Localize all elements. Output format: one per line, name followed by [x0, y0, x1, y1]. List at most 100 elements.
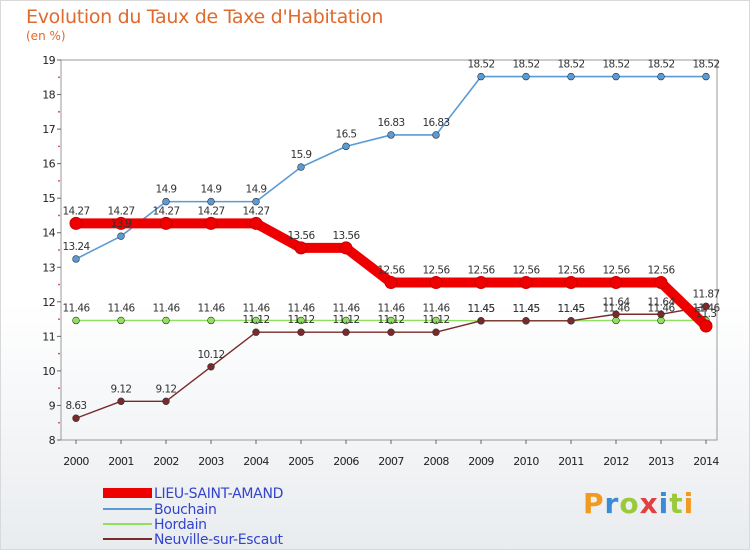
- data-label: 11.46: [287, 302, 315, 314]
- legend-label-1: Bouchain: [154, 502, 217, 518]
- data-label: 18.52: [557, 59, 584, 71]
- x-tick-label: 2009: [468, 455, 494, 468]
- logo-letter: t: [669, 487, 684, 520]
- data-point: [567, 72, 575, 81]
- data-point: [207, 363, 215, 371]
- data-label: 11.46: [197, 302, 225, 314]
- data-label: 11.87: [692, 288, 719, 300]
- y-tick-label: 8: [49, 434, 56, 447]
- data-label: 11.3: [696, 308, 717, 320]
- data-point: [612, 72, 620, 81]
- data-point: [567, 317, 575, 325]
- data-point: [564, 275, 578, 289]
- y-minor-tick: [58, 421, 60, 424]
- y-minor-tick: [58, 318, 60, 320]
- data-label: 11.46: [647, 302, 675, 314]
- data-point: [342, 316, 350, 325]
- data-label: 14.27: [197, 205, 224, 217]
- data-point: [384, 275, 398, 289]
- data-label: 16.5: [336, 128, 357, 140]
- y-tick-label: 10: [42, 365, 55, 378]
- data-label: 14.27: [242, 205, 269, 217]
- data-point: [612, 316, 620, 325]
- logo-letter: x: [639, 487, 659, 520]
- data-point: [159, 216, 173, 230]
- data-point: [339, 241, 353, 255]
- data-label: 12.56: [557, 264, 585, 276]
- data-label: 12.56: [422, 264, 450, 276]
- data-point: [207, 197, 215, 206]
- plot-border: [60, 59, 718, 441]
- data-label: 14.9: [201, 184, 222, 196]
- data-point: [657, 310, 665, 318]
- data-point: [297, 328, 305, 336]
- data-label: 11.45: [557, 303, 584, 315]
- data-label: 11.45: [557, 303, 584, 315]
- data-label: 15.9: [291, 149, 312, 161]
- y-tick-label: 18: [42, 89, 55, 102]
- logo-letter: r: [604, 487, 620, 520]
- data-point: [432, 131, 440, 139]
- y-minor-tick: [58, 110, 60, 113]
- y-minor-tick: [58, 76, 60, 79]
- data-label: 16.83: [377, 117, 404, 129]
- data-point: [432, 316, 440, 325]
- data-label: 11.45: [467, 303, 494, 315]
- x-tick-label: 2002: [153, 455, 179, 468]
- legend-label-3: Neuville-sur-Escaut: [154, 532, 284, 548]
- data-point: [72, 414, 80, 422]
- data-label: 9.12: [156, 383, 177, 395]
- data-label: 11.46: [377, 302, 405, 314]
- data-label: 14.9: [156, 184, 177, 196]
- data-point: [294, 241, 308, 255]
- data-point: [429, 275, 443, 289]
- data-label: 11.46: [152, 302, 180, 314]
- data-label: 18.52: [692, 59, 719, 71]
- data-point: [522, 317, 530, 325]
- legend-label-2: Hordain: [154, 517, 207, 533]
- y-tick-label: 16: [42, 158, 55, 171]
- series-layer: [69, 72, 713, 422]
- y-tick-label: 15: [42, 192, 55, 205]
- y-tick-label: 12: [42, 296, 55, 309]
- data-label: 11.46: [242, 302, 270, 314]
- data-point: [657, 316, 665, 325]
- data-point: [162, 397, 170, 406]
- data-label: 12.56: [647, 264, 675, 276]
- data-point: [477, 317, 485, 325]
- x-tick-label: 2007: [378, 455, 404, 468]
- logo-letter: i: [683, 487, 695, 520]
- data-point: [612, 310, 620, 318]
- data-label: 18.52: [467, 59, 494, 71]
- data-label: 11.45: [512, 303, 539, 315]
- data-label: 13.56: [287, 230, 315, 242]
- data-labels-layer: 14.27 14.27 14.27 14.27 14.27 13.56 13.56 12.56…: [62, 59, 721, 413]
- legend-label-0: LIEU-SAINT-AMAND: [154, 486, 283, 502]
- x-tick-label: 2003: [198, 455, 224, 468]
- data-label: 18.52: [512, 59, 539, 71]
- y-minor-tick: [58, 180, 60, 182]
- x-tick-label: 2011: [558, 455, 584, 468]
- data-label: 14.9: [246, 184, 267, 196]
- data-label: 13.9: [111, 218, 132, 230]
- data-label: 8.63: [66, 400, 87, 412]
- data-point: [477, 72, 485, 81]
- x-tick-label: 2001: [108, 455, 134, 468]
- data-label: 11.46: [107, 302, 135, 314]
- data-point: [387, 316, 395, 325]
- y-minor-tick: [58, 352, 60, 355]
- x-tick-label: 2004: [243, 455, 269, 468]
- data-label: 11.64: [647, 296, 675, 308]
- data-point: [522, 72, 530, 81]
- y-tick-label: 17: [42, 123, 55, 136]
- data-label: 18.52: [647, 59, 674, 71]
- data-label: 12.56: [602, 264, 630, 276]
- data-point: [252, 316, 260, 325]
- data-label: 12.56: [467, 264, 495, 276]
- legend: LIEU-SAINT-AMANDBouchainHordainNeuville-…: [103, 486, 284, 548]
- data-point: [342, 142, 350, 151]
- data-label: 14.27: [107, 205, 134, 217]
- data-label: 13.24: [62, 241, 90, 253]
- data-point: [297, 316, 305, 325]
